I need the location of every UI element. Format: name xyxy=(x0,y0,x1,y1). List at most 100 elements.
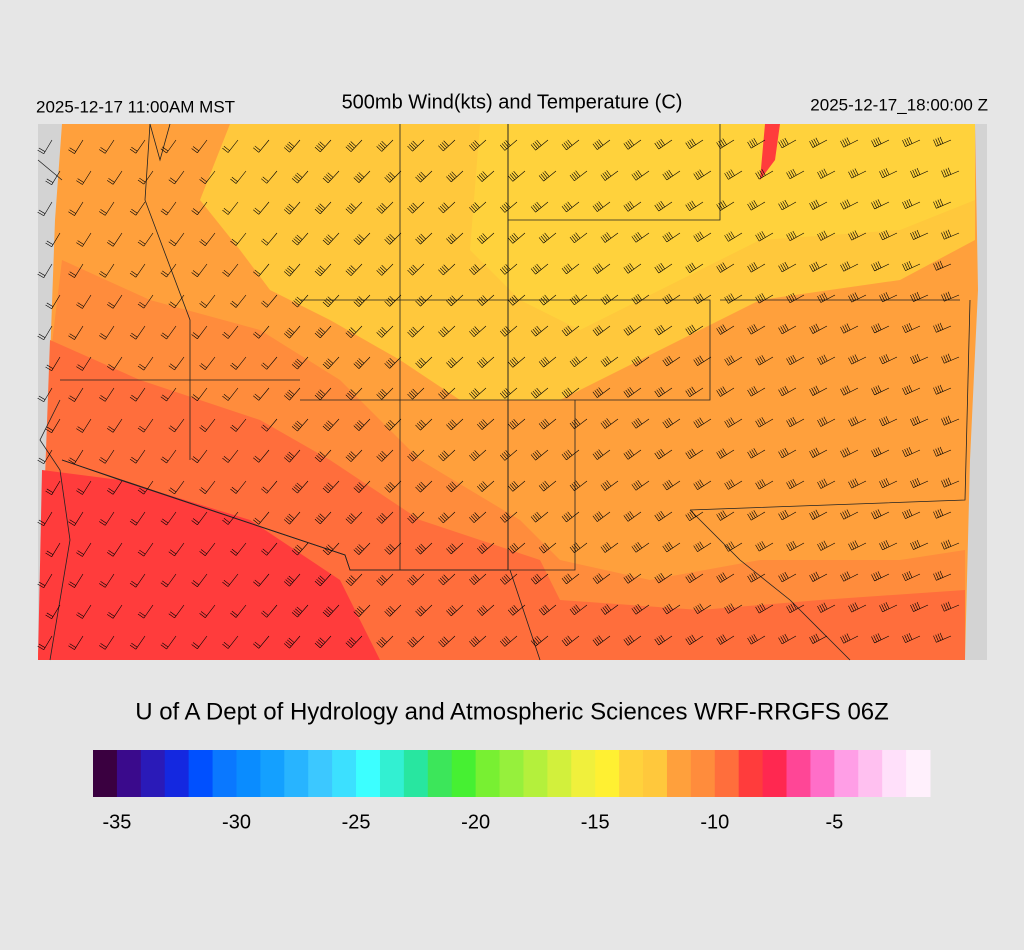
wind-barb xyxy=(68,325,84,340)
wind-barb xyxy=(685,448,704,460)
wind-barb xyxy=(407,387,425,400)
wind-barb xyxy=(693,479,712,490)
wind-barb xyxy=(384,356,402,369)
wind-barb xyxy=(840,447,859,458)
wind-barb xyxy=(160,573,177,588)
wind-barb xyxy=(99,263,115,278)
wind-barb xyxy=(407,201,425,214)
wind-barb xyxy=(106,604,123,619)
wind-barb xyxy=(345,139,363,152)
wind-barb xyxy=(530,387,549,399)
color-swatch xyxy=(93,750,118,797)
wind-barb xyxy=(415,232,433,245)
wind-barb xyxy=(786,292,805,304)
color-swatch xyxy=(356,750,381,797)
temp-field xyxy=(760,124,780,180)
wind-barb xyxy=(353,418,371,431)
local-time: 2025-12-17 11:00AM MST xyxy=(36,97,235,116)
wind-barb xyxy=(407,139,425,152)
wind-barb xyxy=(530,201,549,213)
wind-barb xyxy=(631,356,650,367)
wind-barb xyxy=(840,571,859,582)
wind-barb xyxy=(561,325,580,337)
wind-barb xyxy=(507,294,526,306)
wind-barb xyxy=(747,200,766,211)
wind-barb xyxy=(879,478,898,489)
wind-barb xyxy=(261,232,278,246)
wind-barb xyxy=(76,232,92,247)
wind-barb xyxy=(345,387,363,400)
wind-barb xyxy=(291,170,309,184)
color-swatch xyxy=(906,750,931,797)
wind-barb xyxy=(314,325,332,339)
wind-barb xyxy=(129,635,146,650)
color-swatch xyxy=(523,750,548,797)
wind-barb xyxy=(199,294,216,308)
color-swatch xyxy=(475,750,501,797)
wind-barb xyxy=(415,170,433,183)
wind-barb xyxy=(45,356,61,371)
color-swatch xyxy=(666,750,692,797)
wind-barb xyxy=(716,572,735,583)
color-swatch xyxy=(643,750,668,797)
wind-barb xyxy=(45,604,61,619)
wind-barb xyxy=(446,356,464,369)
wind-barb xyxy=(817,354,836,365)
wind-barb xyxy=(809,323,828,334)
wind-barb xyxy=(507,418,526,430)
color-swatch xyxy=(236,750,261,797)
wind-barb xyxy=(817,416,836,427)
wind-barb xyxy=(623,387,642,398)
wind-barb xyxy=(507,232,526,244)
wind-barb xyxy=(871,385,890,396)
wind-barb xyxy=(291,480,309,494)
wind-barb xyxy=(45,232,61,247)
wind-barb xyxy=(592,573,611,584)
wind-barb xyxy=(45,542,61,557)
wind-barb xyxy=(253,325,270,339)
wind-barb xyxy=(631,604,650,615)
wind-barb xyxy=(99,635,115,650)
wind-barb xyxy=(755,355,774,366)
wind-barb xyxy=(384,542,402,555)
wind-barb xyxy=(261,418,278,432)
wind-barb xyxy=(68,201,84,216)
wind-barb xyxy=(345,573,363,586)
wind-barb xyxy=(840,509,859,520)
wind-barb xyxy=(499,449,518,461)
wind-barb xyxy=(809,261,828,272)
color-swatch xyxy=(834,750,859,797)
wind-barb xyxy=(693,541,712,552)
wind-barb xyxy=(817,540,836,551)
wind-barb xyxy=(499,635,518,647)
wind-barb xyxy=(261,480,278,494)
wind-barb xyxy=(561,573,580,585)
wind-barb xyxy=(693,355,712,366)
wind-barb xyxy=(322,418,340,432)
wind-barb xyxy=(477,480,495,492)
wind-barb xyxy=(253,263,270,277)
wind-barb xyxy=(222,511,239,525)
wind-barb xyxy=(530,573,549,585)
wind-barb xyxy=(623,573,642,584)
wind-barb xyxy=(253,387,270,401)
wind-barb xyxy=(809,509,828,520)
temp-field xyxy=(470,124,975,330)
wind-barb xyxy=(631,294,650,305)
wind-barb xyxy=(446,542,464,555)
wind-barb xyxy=(499,387,518,399)
wind-barb xyxy=(592,325,611,336)
wind-barb xyxy=(199,356,216,370)
wind-barb xyxy=(76,542,92,557)
wind-barb xyxy=(168,604,185,619)
wind-barb xyxy=(716,634,735,645)
wind-barb xyxy=(662,603,681,615)
wind-barb xyxy=(685,510,704,522)
wind-barb xyxy=(230,232,247,246)
wind-barb xyxy=(99,573,115,588)
wind-barb xyxy=(37,635,53,651)
wind-barb xyxy=(199,480,216,494)
wind-barb xyxy=(538,542,557,554)
wind-barb xyxy=(724,355,743,366)
wind-barb xyxy=(314,263,332,277)
